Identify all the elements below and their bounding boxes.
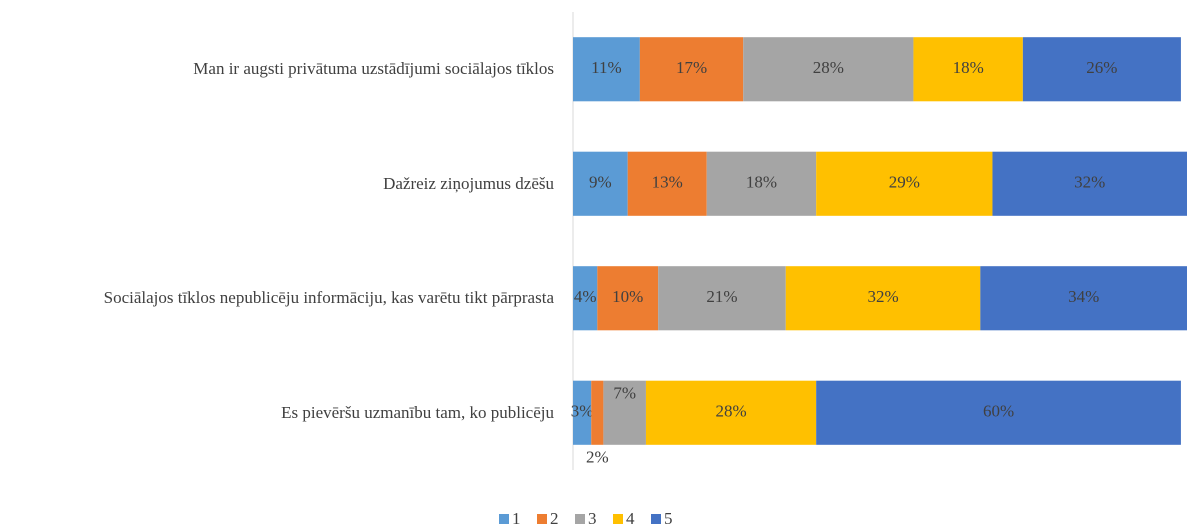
bar-segment <box>603 380 646 445</box>
legend-label: 4 <box>626 509 635 528</box>
value-label: 28% <box>813 58 844 77</box>
bar-segment <box>816 151 993 216</box>
category-label: Es pievēršu uzmanību tam, ko publicēju <box>281 402 554 422</box>
legend-swatch <box>537 514 547 524</box>
value-label: 28% <box>715 402 746 421</box>
legend-swatch <box>651 514 661 524</box>
bar-segment <box>573 266 598 331</box>
bar-segment <box>1022 37 1181 102</box>
bar-segment <box>658 266 786 331</box>
bar-segment <box>785 266 981 331</box>
legend-swatch <box>499 514 509 524</box>
value-label: 34% <box>1068 287 1099 306</box>
bar-segment <box>645 380 817 445</box>
value-label: 3% <box>571 402 594 421</box>
value-label: 29% <box>889 173 920 192</box>
value-label: 60% <box>983 402 1014 421</box>
value-label: 21% <box>706 287 737 306</box>
bar-segment <box>743 37 914 102</box>
bar-segment <box>573 37 640 102</box>
bar-segment <box>816 380 1181 445</box>
category-label: Sociālajos tīklos nepublicēju informācij… <box>103 288 554 308</box>
category-label: Dažreiz ziņojumus dzēšu <box>383 173 554 193</box>
value-label: 18% <box>953 58 984 77</box>
legend-label: 1 <box>512 509 521 528</box>
legend-label: 3 <box>588 509 597 528</box>
legend-swatch <box>613 514 623 524</box>
bar-segment <box>980 266 1187 331</box>
bar-segment <box>591 380 604 445</box>
value-label: 32% <box>867 287 898 306</box>
value-label: 10% <box>612 287 643 306</box>
value-label: 11% <box>591 58 622 77</box>
bar-segment <box>573 151 628 216</box>
value-label: 9% <box>589 173 612 192</box>
value-label: 7% <box>613 384 636 403</box>
value-label: 2% <box>586 448 609 467</box>
legend-label: 2 <box>550 509 559 528</box>
value-label: 18% <box>746 173 777 192</box>
bar-segment <box>627 151 707 216</box>
legend-label: 5 <box>664 509 673 528</box>
bar-segment <box>573 380 592 445</box>
bar-segment <box>992 151 1187 216</box>
bar-segment <box>597 266 659 331</box>
bar-segment <box>639 37 744 102</box>
value-label: 17% <box>676 58 707 77</box>
value-label: 13% <box>652 173 683 192</box>
value-label: 4% <box>574 287 597 306</box>
value-label: 32% <box>1074 173 1105 192</box>
bar-segment <box>913 37 1023 102</box>
legend-swatch <box>575 514 585 524</box>
value-label: 26% <box>1086 58 1117 77</box>
category-label: Man ir augsti privātuma uzstādījumi soci… <box>193 59 554 79</box>
bar-segment <box>706 151 817 216</box>
